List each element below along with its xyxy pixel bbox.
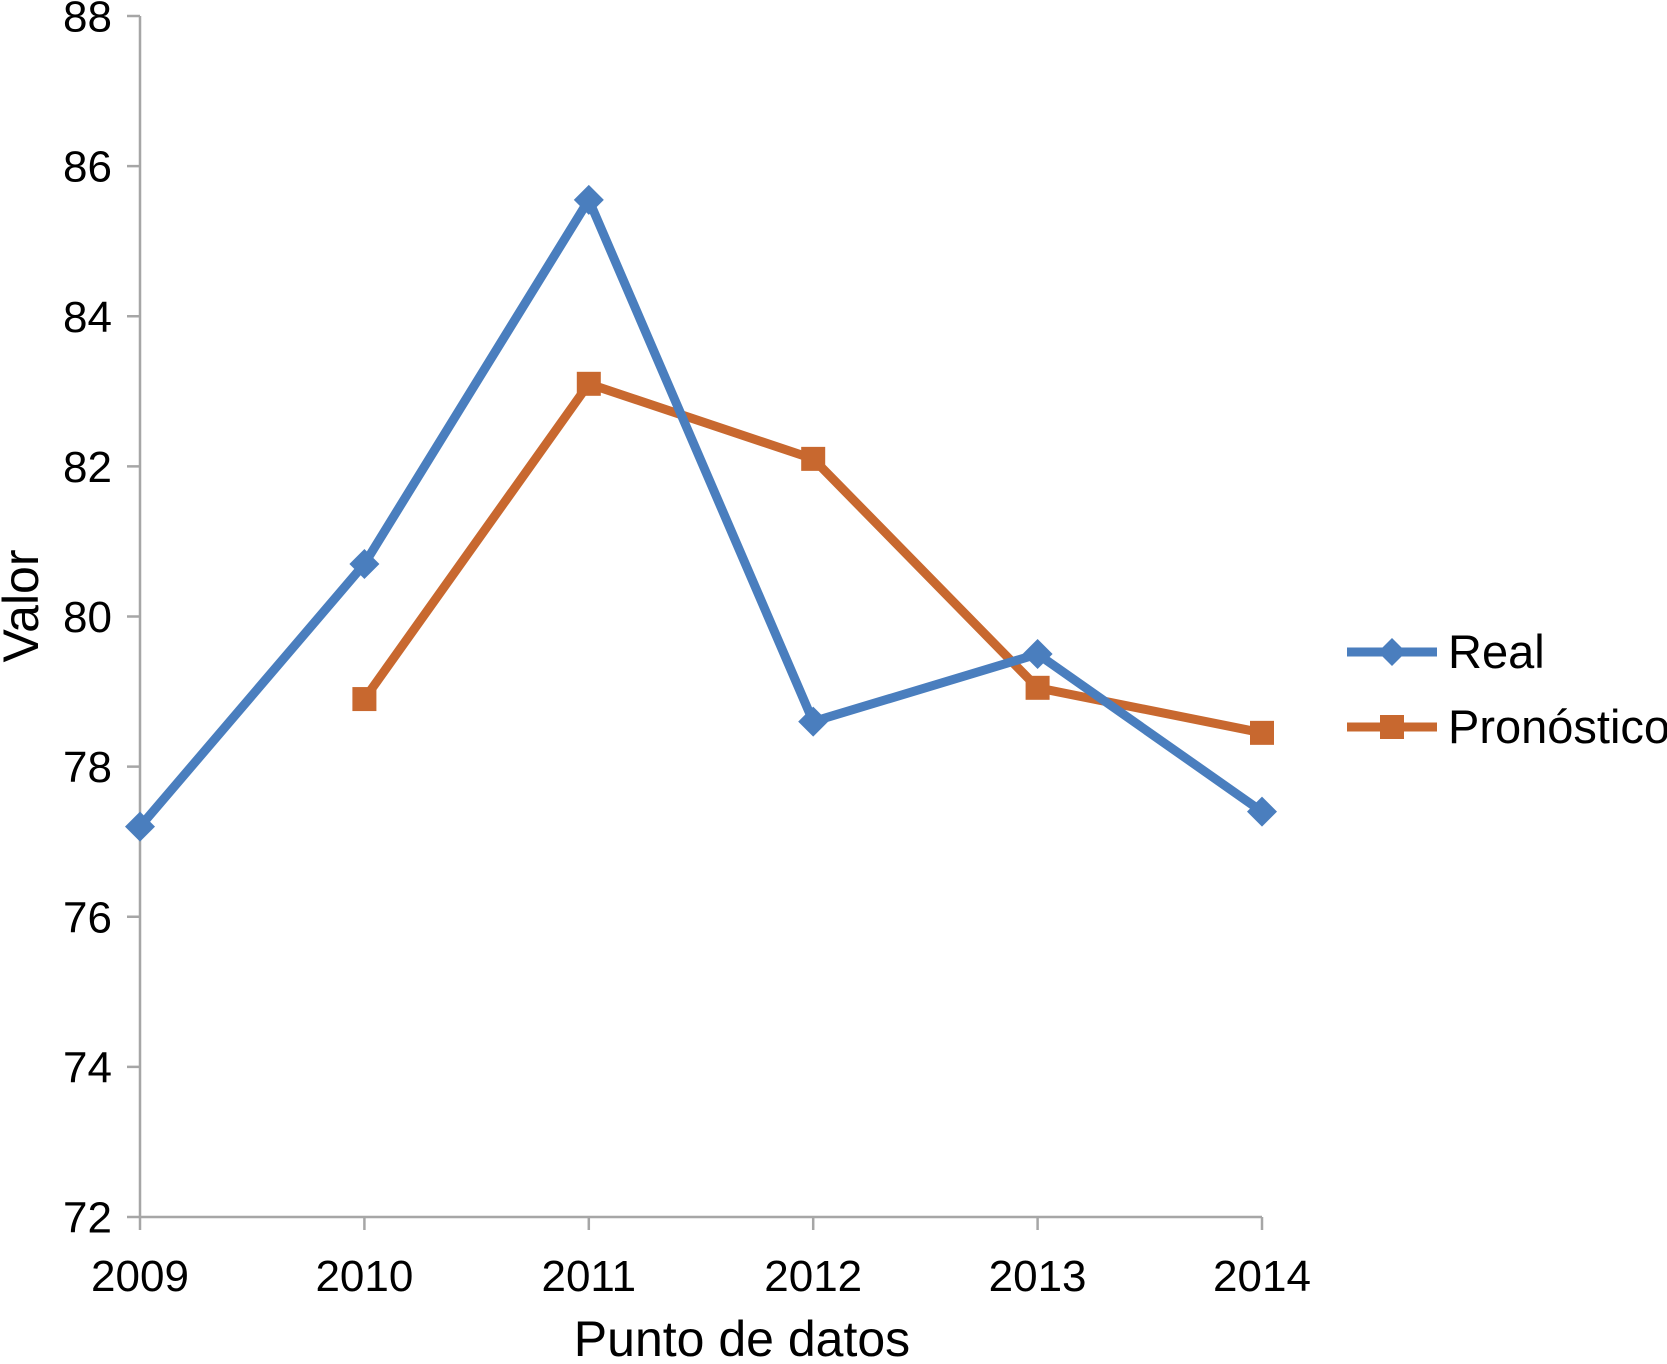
- Real-marker: [573, 184, 604, 215]
- Real-marker: [798, 706, 829, 737]
- legend-pronostico-square-icon: [1380, 715, 1404, 739]
- legend: Real Pronóstico: [1347, 625, 1667, 753]
- Real-marker: [125, 811, 155, 842]
- y-tick-label: 76: [63, 893, 112, 942]
- y-tick-label: 84: [63, 293, 112, 342]
- legend-real-label: Real: [1448, 625, 1545, 678]
- Real-marker: [349, 548, 380, 579]
- series-Real: [125, 184, 1277, 842]
- legend-real-diamond-icon: [1378, 638, 1406, 666]
- x-tick-label: 2009: [91, 1252, 189, 1301]
- y-tick-label: 72: [63, 1194, 112, 1243]
- axes: 72 74 76 78 80 82 84 86 88 2009 2010 2011 2012 2013 20…: [63, 0, 1311, 1301]
- x-tick-label: 2012: [764, 1252, 862, 1301]
- y-tick-label: 86: [63, 143, 112, 192]
- Pronóstico-marker: [576, 371, 601, 396]
- Pronóstico-marker: [1250, 720, 1274, 745]
- Pronóstico-marker: [801, 446, 826, 471]
- x-tick-label: 2013: [989, 1252, 1087, 1301]
- x-tick-label: 2014: [1213, 1252, 1311, 1301]
- series-group: [125, 184, 1277, 842]
- y-tick-label: 82: [63, 443, 112, 492]
- y-tick-label: 88: [63, 0, 112, 42]
- x-axis-title: Punto de datos: [574, 1311, 910, 1364]
- Real-marker: [1247, 796, 1277, 827]
- x-tick-label: 2010: [315, 1252, 413, 1301]
- x-tick-label: 2011: [541, 1252, 636, 1301]
- Pronóstico-marker: [352, 687, 377, 712]
- y-tick-label: 80: [63, 593, 112, 642]
- y-tick-label: 78: [63, 743, 112, 792]
- y-tick-label: 74: [63, 1043, 112, 1092]
- Real-line: [136, 195, 1265, 830]
- Real-marker: [1022, 639, 1053, 670]
- series-Pronóstico: [352, 371, 1274, 745]
- Pronóstico-marker: [1025, 675, 1050, 700]
- y-axis-title: Valor: [0, 549, 49, 662]
- legend-pronostico-label: Pronóstico: [1448, 700, 1667, 753]
- Pronóstico-line: [360, 379, 1263, 738]
